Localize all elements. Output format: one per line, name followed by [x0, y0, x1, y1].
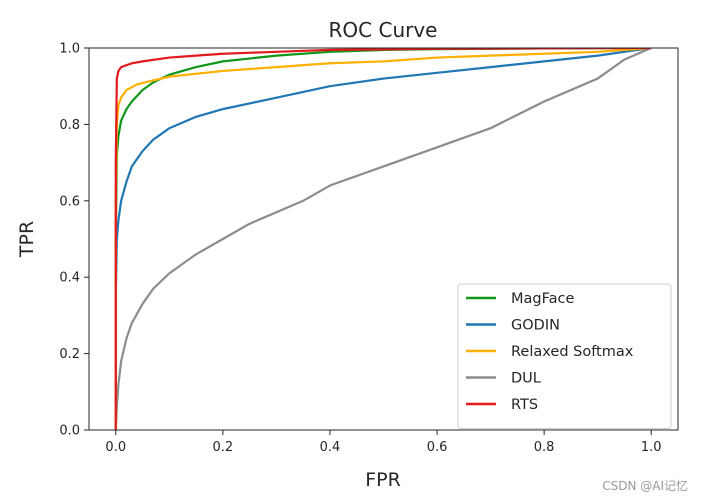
plot-frame — [88, 47, 679, 431]
y-tick-label: 0.2 — [59, 347, 80, 362]
legend-label: GODIN — [511, 318, 560, 334]
chart-title: ROC Curve — [329, 18, 438, 42]
legend-label: RTS — [511, 397, 538, 413]
x-tick-label: 0.2 — [213, 440, 234, 455]
x-tick-label: 0.8 — [534, 440, 555, 455]
watermark-text: CSDN @AI记忆 — [602, 479, 688, 493]
x-tick-label: 0.6 — [427, 440, 448, 455]
x-axis-title: FPR — [365, 469, 401, 491]
x-tick-label: 0.4 — [320, 440, 341, 455]
plot-area — [114, 48, 652, 430]
x-tick-label: 1.0 — [641, 440, 662, 455]
legend-box — [457, 283, 672, 429]
y-tick-label: 0.8 — [59, 118, 80, 133]
y-tick-label: 0.4 — [59, 271, 80, 286]
legend-label: MagFace — [511, 291, 574, 307]
y-tick-label: 0.6 — [59, 194, 80, 209]
x-tick-label: 0.0 — [105, 440, 126, 455]
series-line-godin — [114, 48, 652, 430]
series-line-rts — [114, 48, 652, 430]
legend-label: DUL — [511, 371, 541, 387]
series-line-dul — [114, 48, 652, 430]
series-line-relaxed-softmax — [114, 48, 652, 430]
y-tick-label: 1.0 — [59, 42, 80, 57]
axes: 0.0 0.2 0.4 0.6 0.8 1.0 0.0 0.2 0.4 0.6 0.8 1.0 — [59, 42, 679, 455]
y-axis-title: TPR — [16, 221, 38, 258]
legend-label: Relaxed Softmax — [511, 344, 634, 360]
y-tick-label: 0.0 — [59, 424, 80, 439]
legend: MagFace GODIN Relaxed Softmax DUL RTS — [457, 283, 672, 429]
